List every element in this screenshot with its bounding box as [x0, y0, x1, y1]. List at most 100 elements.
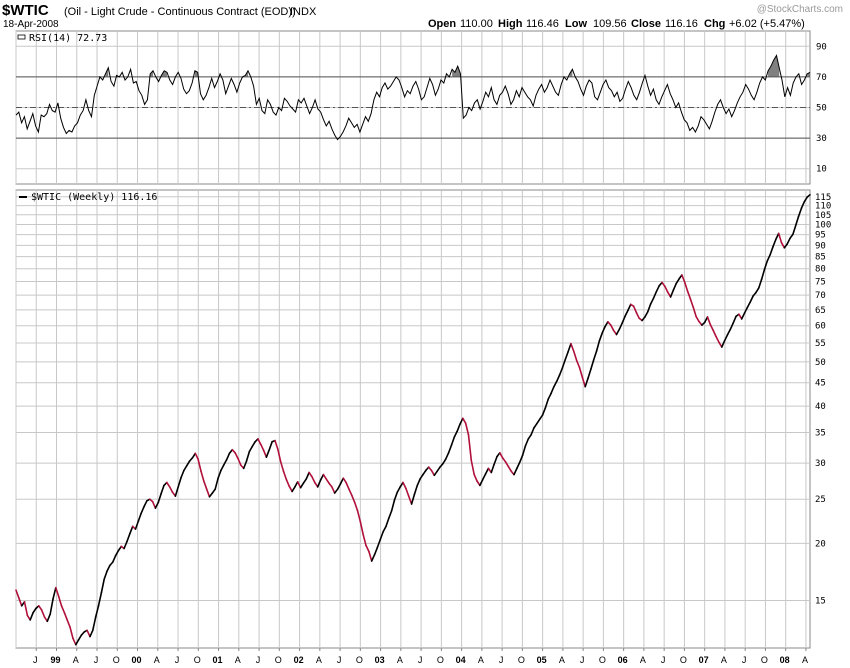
- price-y-tick-label: 110: [815, 202, 831, 212]
- price-segment-up: [32, 607, 37, 614]
- price-y-tick-label: 100: [815, 220, 831, 230]
- price-segment-up: [533, 422, 538, 429]
- price-segment-up: [106, 564, 111, 572]
- price-segment-down: [40, 609, 46, 618]
- price-segment-up: [584, 377, 589, 388]
- price-segment-up: [587, 368, 592, 380]
- price-segment-up: [527, 433, 532, 440]
- price-segment-up: [481, 473, 487, 481]
- price-segment-down: [237, 457, 242, 466]
- price-segment-up: [140, 505, 145, 515]
- price-segment-up: [518, 454, 524, 464]
- header-exchange: INDX: [290, 6, 317, 18]
- price-segment-down: [276, 448, 282, 463]
- price-segment-down: [282, 470, 288, 481]
- x-tick-label: J: [661, 655, 666, 665]
- header-symbol: $WTIC: [2, 2, 49, 19]
- price-segment-up: [558, 367, 564, 376]
- price-segment-down: [23, 600, 29, 617]
- price-segment-up: [245, 450, 251, 462]
- price-segment-down: [356, 509, 362, 523]
- price-segment-up: [29, 611, 34, 621]
- price-segment-down: [342, 477, 347, 484]
- price-segment-up: [251, 440, 256, 448]
- close-label: Close: [631, 18, 661, 30]
- price-segment-up: [797, 207, 803, 218]
- price-segment-down: [368, 550, 373, 562]
- price-segment-up: [760, 268, 766, 281]
- price-segment-down: [63, 611, 68, 621]
- price-segment-up: [268, 440, 273, 451]
- price-segment-up: [94, 604, 100, 618]
- price-segment-up: [100, 578, 105, 594]
- price-segment-down: [715, 335, 720, 344]
- price-segment-down: [168, 486, 174, 494]
- price-segment-up: [649, 297, 655, 305]
- price-segment-down: [350, 494, 356, 504]
- x-tick-label: 06: [618, 655, 628, 665]
- price-segment-down: [166, 481, 171, 488]
- price-segment-up: [772, 238, 777, 248]
- price-segment-up: [675, 278, 680, 285]
- price-legend: $WTIC (Weekly) 116.16: [19, 192, 157, 203]
- price-segment-down: [194, 452, 199, 461]
- price-segment-down: [86, 629, 91, 638]
- x-tick-label: 02: [294, 655, 304, 665]
- x-tick-label: 07: [699, 655, 709, 665]
- price-segment-up: [387, 509, 393, 520]
- x-tick-label: J: [742, 655, 747, 665]
- price-segment-down: [353, 501, 359, 512]
- price-y-tick-label: 95: [815, 231, 826, 241]
- price-segment-down: [407, 495, 413, 505]
- price-segment-up: [553, 380, 558, 388]
- x-tick-label: A: [235, 655, 241, 665]
- rsi-overbought-shade: [150, 70, 153, 77]
- price-segment-up: [123, 540, 128, 550]
- x-tick-label: J: [580, 655, 585, 665]
- price-segment-up: [316, 479, 322, 488]
- price-segment-up: [669, 289, 675, 298]
- price-segment-up: [382, 525, 387, 533]
- rsi-y-tick-label: 90: [816, 42, 827, 52]
- price-segment-up: [222, 458, 228, 466]
- chg-label: Chg: [704, 18, 725, 30]
- chg-value: +6.02 (+5.47%): [729, 18, 805, 30]
- x-tick-label: J: [499, 655, 504, 665]
- price-segment-down: [57, 595, 63, 607]
- price-segment-down: [151, 500, 157, 509]
- price-segment-up: [174, 486, 179, 497]
- price-segment-up: [743, 306, 749, 315]
- price-segment-up: [339, 477, 345, 485]
- x-tick-label: A: [559, 655, 565, 665]
- price-segment-up: [453, 430, 458, 438]
- price-segment-up: [490, 463, 495, 474]
- price-segment-up: [755, 287, 760, 294]
- x-tick-label: 08: [780, 655, 790, 665]
- price-segment-up: [154, 501, 160, 509]
- price-segment-down: [331, 486, 336, 494]
- low-value: 109.56: [593, 18, 627, 30]
- price-segment-up: [621, 315, 626, 324]
- price-segment-up: [564, 350, 569, 361]
- rsi-legend: RSI(14) 72.73: [17, 33, 107, 44]
- price-panel: 15 20 25 30 35 40 45 50 55 60 65 70 75 80 85 9095100105…: [15, 193, 831, 646]
- price-segment-up: [729, 322, 735, 331]
- price-y-tick-label: 30: [815, 459, 826, 469]
- price-segment-down: [709, 323, 715, 332]
- price-segment-down: [69, 626, 74, 640]
- price-segment-up: [410, 493, 416, 505]
- price-segment-up: [103, 570, 108, 581]
- price-y-tick-label: 75: [815, 277, 826, 287]
- price-y-tick-label: 85: [815, 253, 826, 263]
- price-segment-down: [681, 274, 686, 284]
- price-segment-up: [299, 482, 305, 489]
- close-value: 116.16: [665, 18, 698, 30]
- price-segment-up: [75, 638, 80, 646]
- x-tick-label: 00: [132, 655, 142, 665]
- price-segment-down: [54, 586, 60, 598]
- price-segment-up: [248, 445, 253, 453]
- price-segment-up: [319, 473, 325, 482]
- price-segment-down: [259, 443, 265, 452]
- price-segment-down: [405, 487, 410, 497]
